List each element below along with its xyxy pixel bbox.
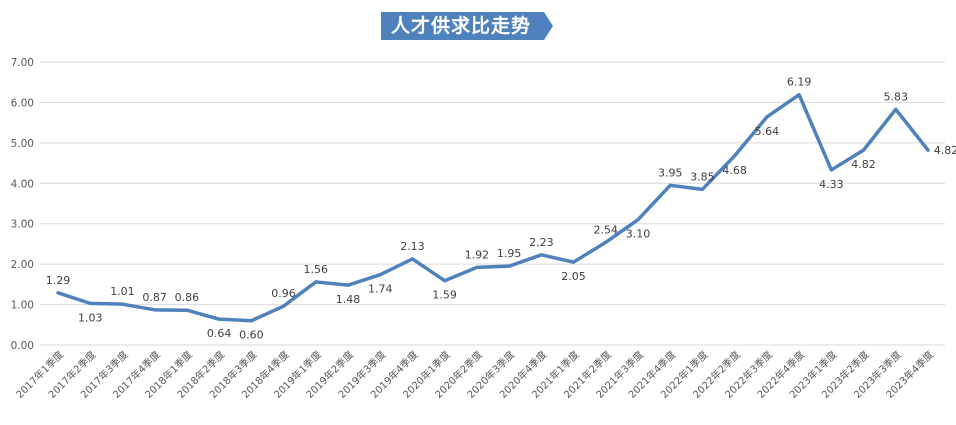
data-label: 6.19	[787, 76, 812, 89]
series-line	[56, 92, 930, 323]
data-point	[668, 183, 672, 187]
data-point	[507, 264, 511, 268]
data-label: 5.64	[755, 125, 780, 138]
data-point	[700, 187, 704, 191]
data-point	[443, 279, 447, 283]
data-point	[829, 168, 833, 172]
data-label: 1.92	[465, 248, 490, 261]
data-label: 3.85	[690, 170, 715, 183]
chart-title: 人才供求比走势	[390, 15, 531, 37]
data-point	[120, 302, 124, 306]
data-label: 1.95	[497, 247, 522, 260]
y-tick-label: 7.00	[11, 57, 34, 69]
data-label: 1.01	[110, 285, 135, 298]
data-label: 3.95	[658, 166, 683, 179]
data-point	[346, 283, 350, 287]
data-point	[797, 93, 801, 97]
data-label: 1.48	[336, 293, 361, 306]
y-tick-label: 6.00	[11, 97, 34, 109]
title-banner	[381, 12, 553, 40]
data-point	[185, 308, 189, 312]
data-point	[378, 273, 382, 277]
y-tick-label: 1.00	[11, 300, 34, 312]
data-label: 2.05	[561, 270, 586, 283]
data-point	[604, 240, 608, 244]
data-label: 0.64	[207, 327, 232, 340]
data-label: 2.54	[594, 223, 619, 236]
data-point	[733, 154, 737, 158]
data-point	[153, 308, 157, 312]
y-tick-label: 4.00	[11, 178, 34, 190]
data-point	[249, 319, 253, 323]
data-point	[282, 304, 286, 308]
data-label: 1.03	[78, 311, 103, 324]
data-label: 3.10	[626, 228, 651, 241]
data-label: 1.59	[432, 289, 457, 302]
data-point	[636, 218, 640, 222]
y-tick-label: 3.00	[11, 219, 34, 231]
data-point	[56, 291, 60, 295]
data-label: 1.74	[368, 283, 393, 296]
data-label: 4.82	[934, 144, 956, 157]
data-point	[475, 265, 479, 269]
y-tick-label: 0.00	[11, 340, 34, 352]
data-label: 4.33	[819, 178, 844, 191]
data-label: 2.13	[400, 240, 425, 253]
data-label: 1.56	[304, 263, 329, 276]
data-label: 4.82	[851, 158, 876, 171]
data-point	[314, 280, 318, 284]
data-label: 0.86	[175, 291, 200, 304]
data-point	[539, 253, 543, 257]
data-point	[765, 115, 769, 119]
data-label: 1.29	[46, 274, 71, 287]
data-point	[217, 317, 221, 321]
y-tick-label: 2.00	[11, 259, 34, 271]
data-point	[894, 107, 898, 111]
data-label: 5.83	[884, 90, 909, 103]
data-point	[926, 148, 930, 152]
data-label: 4.68	[722, 164, 747, 177]
y-tick-label: 5.00	[11, 138, 34, 150]
data-point	[572, 260, 576, 264]
data-point	[410, 257, 414, 261]
data-point	[862, 148, 866, 152]
data-label: 2.23	[529, 236, 554, 249]
data-label: 0.96	[271, 287, 296, 300]
data-label: 0.60	[239, 329, 264, 342]
data-point	[88, 301, 92, 305]
data-label: 0.87	[142, 291, 167, 304]
